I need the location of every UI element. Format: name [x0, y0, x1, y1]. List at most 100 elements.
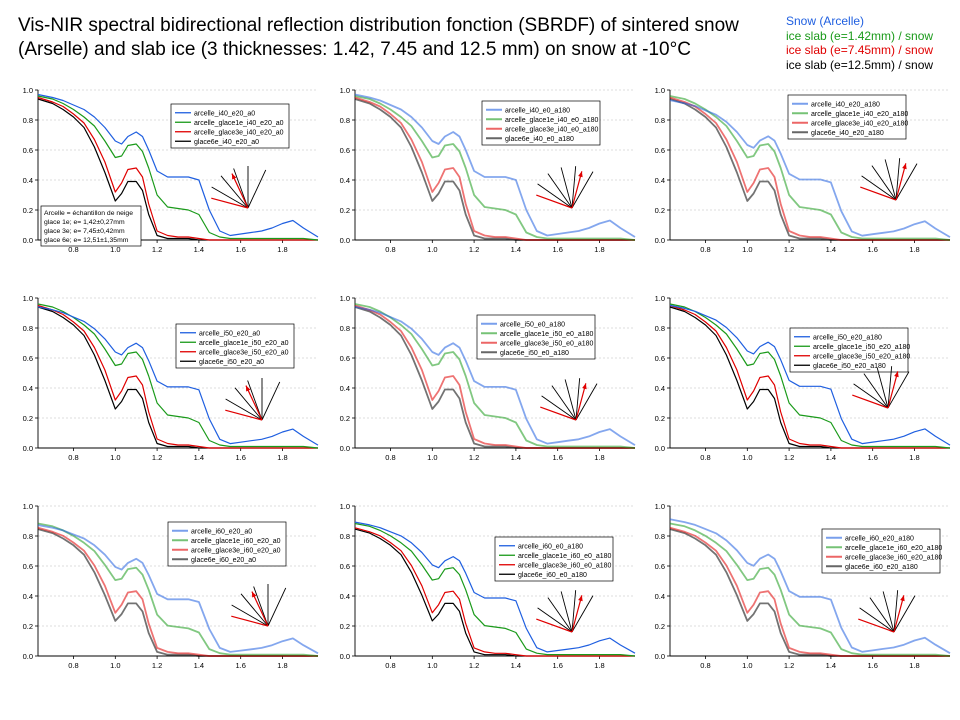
chart-legend-label: glace6e_i60_e20_a0 — [191, 557, 256, 564]
x-tick-label: 1.6 — [867, 661, 877, 670]
geometry-ray — [231, 604, 269, 627]
y-tick-label: 0.8 — [23, 532, 33, 541]
geometry-red-ray — [225, 409, 263, 421]
chart-panel-5: 0.0 0.2 0.4 0.6 0.8 1.0 0.8 1.0 1.2 1.4 1.6 1.8 arce… — [340, 294, 636, 462]
geometry-red-ray — [858, 618, 895, 633]
y-tick-label: 0.8 — [655, 532, 665, 541]
note-line: glace 3e; e= 7,45±0,42mm — [44, 228, 125, 235]
series-line-snow — [37, 93, 319, 238]
x-tick-label: 0.8 — [700, 453, 710, 462]
chart-legend-label: arcelle_glace1e_i60_e20_a0 — [191, 538, 281, 545]
y-tick-label: 0.4 — [655, 592, 665, 601]
x-tick-label: 1.2 — [469, 245, 479, 254]
chart-legend-label: arcelle_glace3e_i40_e0_a180 — [505, 126, 599, 133]
geometry-ray — [253, 586, 269, 627]
x-tick-label: 1.8 — [909, 661, 919, 670]
x-tick-label: 1.2 — [469, 661, 479, 670]
geometry-ray — [575, 383, 598, 421]
x-tick-label: 1.4 — [826, 245, 836, 254]
y-tick-label: 0.2 — [340, 414, 350, 423]
y-tick-label: 0.2 — [655, 206, 665, 215]
x-tick-label: 1.2 — [469, 453, 479, 462]
y-tick-label: 0.4 — [23, 592, 33, 601]
geometry-ray — [247, 380, 263, 421]
series-line-ice3 — [37, 96, 318, 241]
note-line: glace 6e; e= 12,51±1,35mm — [44, 237, 129, 244]
y-tick-label: 0.2 — [340, 622, 350, 631]
geometry-ray — [895, 158, 901, 201]
x-tick-label: 1.2 — [152, 245, 162, 254]
y-tick-label: 0.6 — [340, 562, 350, 571]
geometry-ray — [247, 169, 267, 209]
y-tick-label: 0.6 — [655, 146, 665, 155]
y-tick-label: 1.0 — [340, 502, 350, 511]
chart-panel-4: 0.0 0.2 0.4 0.6 0.8 1.0 0.8 1.0 1.2 1.4 1.6 1.8 arce… — [23, 294, 319, 462]
y-tick-label: 0.6 — [23, 146, 33, 155]
geometry-red-ray — [575, 383, 587, 421]
geometry-ray — [859, 607, 895, 633]
chart-legend-label: arcelle_glace3e_i60_e20_a0 — [191, 547, 281, 554]
chart-legend-label: arcelle_i50_e20_a180 — [813, 334, 882, 341]
x-tick-label: 1.6 — [552, 245, 562, 254]
x-tick-label: 1.8 — [277, 453, 287, 462]
chart-legend-label: arcelle_i60_e20_a180 — [845, 535, 914, 542]
chart-legend-label: glace6e_i40_e0_a180 — [505, 136, 574, 143]
chart-legend-label: glace6e_i40_e20_a0 — [194, 139, 259, 146]
series-line-ice1 — [354, 303, 636, 449]
series-line-ice1 — [354, 522, 636, 657]
x-tick-label: 1.2 — [152, 453, 162, 462]
geometry-ray — [551, 385, 577, 421]
series-line-snow — [354, 93, 636, 238]
chart-legend-label: arcelle_glace1e_i60_e20_a180 — [845, 545, 942, 552]
series-line-snow — [354, 306, 636, 446]
x-tick-label: 0.8 — [700, 661, 710, 670]
y-tick-label: 0.8 — [655, 324, 665, 333]
x-tick-label: 0.8 — [68, 453, 78, 462]
arrow-head-icon — [582, 383, 587, 390]
x-tick-label: 1.4 — [511, 661, 521, 670]
y-tick-label: 0.8 — [340, 116, 350, 125]
x-tick-label: 0.8 — [385, 661, 395, 670]
geometry-ray — [261, 381, 281, 421]
x-tick-label: 1.0 — [742, 661, 752, 670]
y-tick-label: 0.2 — [23, 414, 33, 423]
x-tick-label: 1.6 — [867, 453, 877, 462]
x-tick-label: 1.0 — [110, 245, 120, 254]
chart-legend-label: glace6e_i50_e20_a180 — [813, 363, 886, 370]
series-line-ice3 — [37, 526, 318, 657]
y-tick-label: 0.6 — [23, 562, 33, 571]
series-line-ice3 — [354, 304, 635, 449]
chart-legend-label: arcelle_glace3e_i60_e0_a180 — [518, 562, 612, 569]
geometry-ray — [571, 595, 594, 633]
y-tick-label: 1.0 — [23, 86, 33, 95]
y-tick-label: 0.0 — [340, 236, 350, 245]
chart-legend-label: arcelle_glace3e_i40_e20_a180 — [811, 120, 908, 127]
geometry-red-ray — [895, 163, 907, 201]
chart-legend-label: arcelle_i60_e20_a0 — [191, 528, 252, 535]
x-tick-label: 1.4 — [194, 453, 204, 462]
x-tick-label: 1.0 — [427, 453, 437, 462]
y-tick-label: 1.0 — [655, 502, 665, 511]
series-line-ice1 — [37, 522, 319, 657]
geometry-ray — [884, 159, 897, 201]
x-tick-label: 1.0 — [427, 661, 437, 670]
geometry-red-ray — [231, 615, 269, 627]
geometry-red-ray — [536, 194, 573, 209]
geometry-ray — [871, 165, 897, 201]
geometry-ray — [233, 168, 249, 209]
note-line: glace 1e; e= 1,42±0,27mm — [44, 219, 125, 226]
chart-panel-3: 0.0 0.2 0.4 0.6 0.8 1.0 0.8 1.0 1.2 1.4 1.6 1.8 arce… — [655, 86, 951, 254]
geometry-red-ray — [245, 385, 263, 421]
x-tick-label: 1.4 — [826, 453, 836, 462]
x-tick-label: 1.0 — [110, 453, 120, 462]
chart-legend-label: arcelle_glace3e_i50_e0_a180 — [500, 340, 594, 347]
geometry-red-ray — [211, 197, 249, 209]
chart-legend-label: arcelle_glace1e_i40_e20_a180 — [811, 111, 908, 118]
x-tick-label: 1.8 — [594, 661, 604, 670]
x-tick-label: 1.0 — [742, 245, 752, 254]
x-tick-label: 1.4 — [194, 661, 204, 670]
chart-legend-label: arcelle_i40_e20_a180 — [811, 101, 880, 108]
y-tick-label: 0.4 — [340, 384, 350, 393]
series-line-snow — [669, 518, 951, 654]
series-line-snow — [669, 304, 951, 446]
